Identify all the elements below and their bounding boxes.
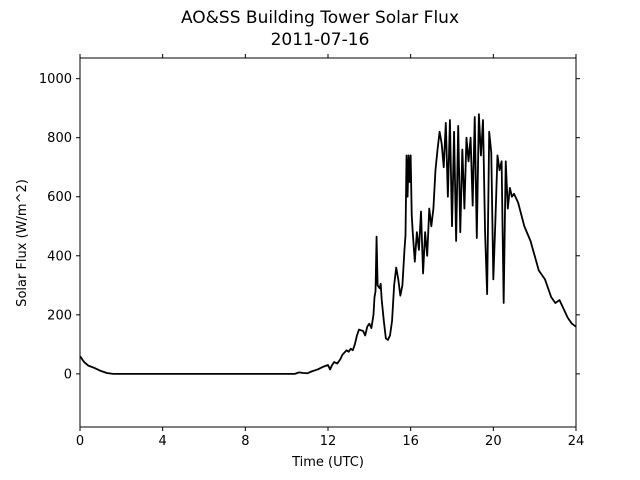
x-tick-label: 12 xyxy=(320,434,337,449)
y-tick-label: 1000 xyxy=(39,72,72,87)
x-tick-label: 20 xyxy=(485,434,502,449)
solar-flux-line xyxy=(79,113,577,375)
y-tick-label: 0 xyxy=(64,367,72,382)
x-tick-label: 8 xyxy=(241,434,249,449)
y-axis: 0 200 400 600 800 1000 xyxy=(39,72,580,382)
y-tick-label: 200 xyxy=(47,308,72,323)
chart-title: AO&SS Building Tower Solar Flux xyxy=(180,8,460,28)
y-tick-label: 800 xyxy=(47,131,72,146)
x-axis: 0 4 8 12 16 20 24 xyxy=(76,54,584,449)
x-axis-label: Time (UTC) xyxy=(291,455,364,470)
x-tick-label: 4 xyxy=(159,434,167,449)
chart-subtitle: 2011-07-16 xyxy=(270,30,370,50)
plot-frame xyxy=(79,57,577,428)
plot-line-layer xyxy=(79,113,577,375)
x-tick-label: 24 xyxy=(568,434,585,449)
x-tick-label: 0 xyxy=(76,434,84,449)
x-tick-label: 16 xyxy=(402,434,419,449)
y-axis-label: Solar Flux (W/m^2) xyxy=(15,179,30,307)
y-tick-label: 400 xyxy=(47,249,72,264)
y-tick-label: 600 xyxy=(47,190,72,205)
